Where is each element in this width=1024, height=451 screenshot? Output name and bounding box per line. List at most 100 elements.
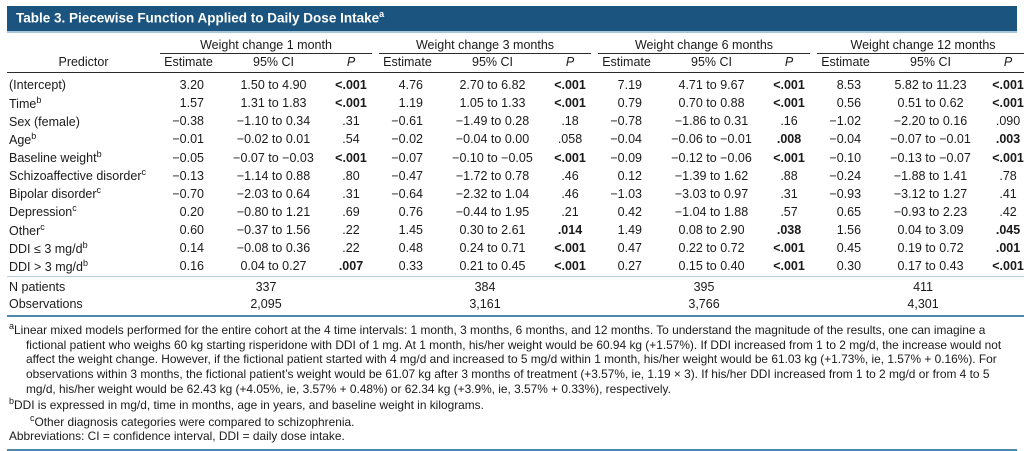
spacer: [810, 203, 817, 221]
p-value: .22: [342, 241, 360, 256]
spacer: [372, 296, 379, 317]
estimate-value: 0.12: [617, 168, 643, 183]
p-value: .18: [561, 114, 579, 129]
p-value: .88: [780, 168, 798, 183]
p-value: .78: [999, 168, 1017, 183]
ci-value: 0.04 to 0.27: [240, 259, 307, 274]
ci-value: −0.44 to 1.95: [455, 205, 530, 220]
spacer: [7, 36, 160, 54]
spacer: [591, 296, 598, 317]
ci-value: 0.17 to 0.43: [897, 259, 964, 274]
abbreviations-note: Abbreviations: CI = confidence interval,…: [9, 429, 345, 444]
estimate-value: 0.65: [836, 205, 862, 220]
observations-value: 2,095: [250, 297, 282, 312]
estimate-value: −0.04: [829, 132, 862, 147]
p-value: .42: [999, 205, 1017, 220]
ci-value: −1.86 to 0.31: [674, 114, 749, 129]
predictor-label: Bipolar disorderc: [9, 185, 102, 202]
p-value: <.001: [554, 259, 586, 274]
observations-value: 3,766: [688, 297, 720, 312]
predictor-label: Timeb: [9, 94, 42, 111]
p-value: .46: [561, 186, 579, 201]
estimate-value: −0.64: [391, 186, 423, 201]
spacer: [372, 257, 379, 276]
ci-value: −0.13 to −0.07: [890, 150, 971, 165]
spacer: [810, 185, 817, 203]
p-value: <.001: [773, 77, 805, 92]
p-value: .008: [776, 132, 802, 147]
footnote-a-marker: a: [9, 321, 15, 332]
p-value: <.001: [335, 96, 367, 111]
table-row: Otherc 0.60 −0.37 to 1.56 .22 1.45 0.30 …: [7, 221, 1024, 239]
p-value: .001: [995, 241, 1021, 256]
ci-value: 0.15 to 0.40: [678, 259, 745, 274]
spacer: [591, 276, 598, 296]
estimate-value: 0.14: [179, 241, 204, 256]
data-rows: (Intercept) 3.20 1.50 to 4.90 <.001 4.76…: [7, 73, 1024, 276]
table-title: Table 3. Piecewise Function Applied to D…: [16, 10, 380, 26]
estimate-value: −1.02: [829, 114, 862, 129]
table-row: Depressionc 0.20 −0.80 to 1.21 .69 0.76 …: [7, 203, 1024, 221]
spacer: [810, 296, 817, 317]
predictor-label: DDI ≤ 3 mg/db: [9, 239, 88, 256]
ci-column-header: 95% CI: [910, 55, 952, 70]
estimate-value: −0.04: [610, 132, 643, 147]
ci-value: 4.71 to 9.67: [678, 77, 745, 92]
spacer: [372, 130, 379, 148]
estimate-value: 0.16: [179, 259, 204, 274]
ci-value: 0.24 to 0.71: [459, 241, 526, 256]
spacer: [591, 148, 598, 166]
estimate-value: 0.56: [836, 96, 862, 111]
ci-value: −0.07 to −0.03: [233, 150, 314, 165]
spacer: [810, 148, 817, 166]
ci-value: −0.07 to −0.01: [890, 132, 971, 147]
spacer: [591, 36, 598, 54]
estimate-value: −0.78: [610, 114, 643, 129]
estimate-value: 0.45: [836, 241, 862, 256]
n-patients-value: 337: [255, 280, 277, 295]
summary-label: N patients: [9, 280, 66, 295]
spacer: [591, 185, 598, 203]
p-value: .045: [995, 223, 1021, 238]
observations-row: Observations 2,095 3,161 3,766 4,301: [7, 296, 1024, 317]
estimate-value: 1.19: [398, 96, 423, 111]
footnote-c: cOther diagnosis categories were compare…: [30, 412, 355, 429]
p-value: <.001: [554, 241, 586, 256]
estimate-value: −0.47: [391, 168, 423, 183]
spacer: [372, 239, 379, 257]
estimate-value: 1.49: [617, 223, 643, 238]
spacer: [810, 73, 817, 94]
estimate-value: 0.79: [617, 96, 643, 111]
ci-value: −0.06 to −0.01: [671, 132, 752, 147]
ci-value: 1.50 to 4.90: [240, 77, 307, 92]
table-row: Ageb −0.01 −0.02 to 0.01 .54 −0.02 −0.04…: [7, 130, 1024, 148]
estimate-value: −0.09: [610, 150, 643, 165]
table-row: (Intercept) 3.20 1.50 to 4.90 <.001 4.76…: [7, 73, 1024, 94]
observations-value: 3,161: [469, 297, 501, 312]
estimate-value: 1.56: [836, 223, 862, 238]
predictor-label: Baseline weightb: [9, 148, 102, 166]
ci-value: 0.22 to 0.72: [678, 241, 745, 256]
spacer: [372, 36, 379, 54]
spacer: [591, 54, 598, 73]
estimate-value: 0.30: [836, 259, 862, 274]
ci-value: 0.04 to 3.09: [897, 223, 964, 238]
results-table: Weight change 1 month Weight change 3 mo…: [7, 36, 1024, 317]
p-column-header: P: [784, 55, 794, 70]
p-value: .22: [342, 223, 360, 238]
estimate-value: −0.02: [391, 132, 423, 147]
estimate-value: 1.57: [179, 96, 204, 111]
estimate-value: −0.07: [391, 150, 423, 165]
estimate-value: 7.19: [617, 77, 643, 92]
estimate-value: −0.24: [829, 168, 862, 183]
table-row: Sex (female) −0.38 −1.10 to 0.34 .31 −0.…: [7, 112, 1024, 130]
summary-rows: N patients 337 384 395 411 Observations …: [7, 276, 1024, 317]
ci-value: 2.70 to 6.82: [459, 77, 526, 92]
ci-value: 0.30 to 2.61: [459, 223, 526, 238]
estimate-value: 0.47: [617, 241, 643, 256]
spacer: [372, 221, 379, 239]
spacer: [591, 73, 598, 94]
estimate-value: −0.13: [172, 168, 204, 183]
p-value: <.001: [773, 259, 805, 274]
p-value: .54: [342, 132, 360, 147]
